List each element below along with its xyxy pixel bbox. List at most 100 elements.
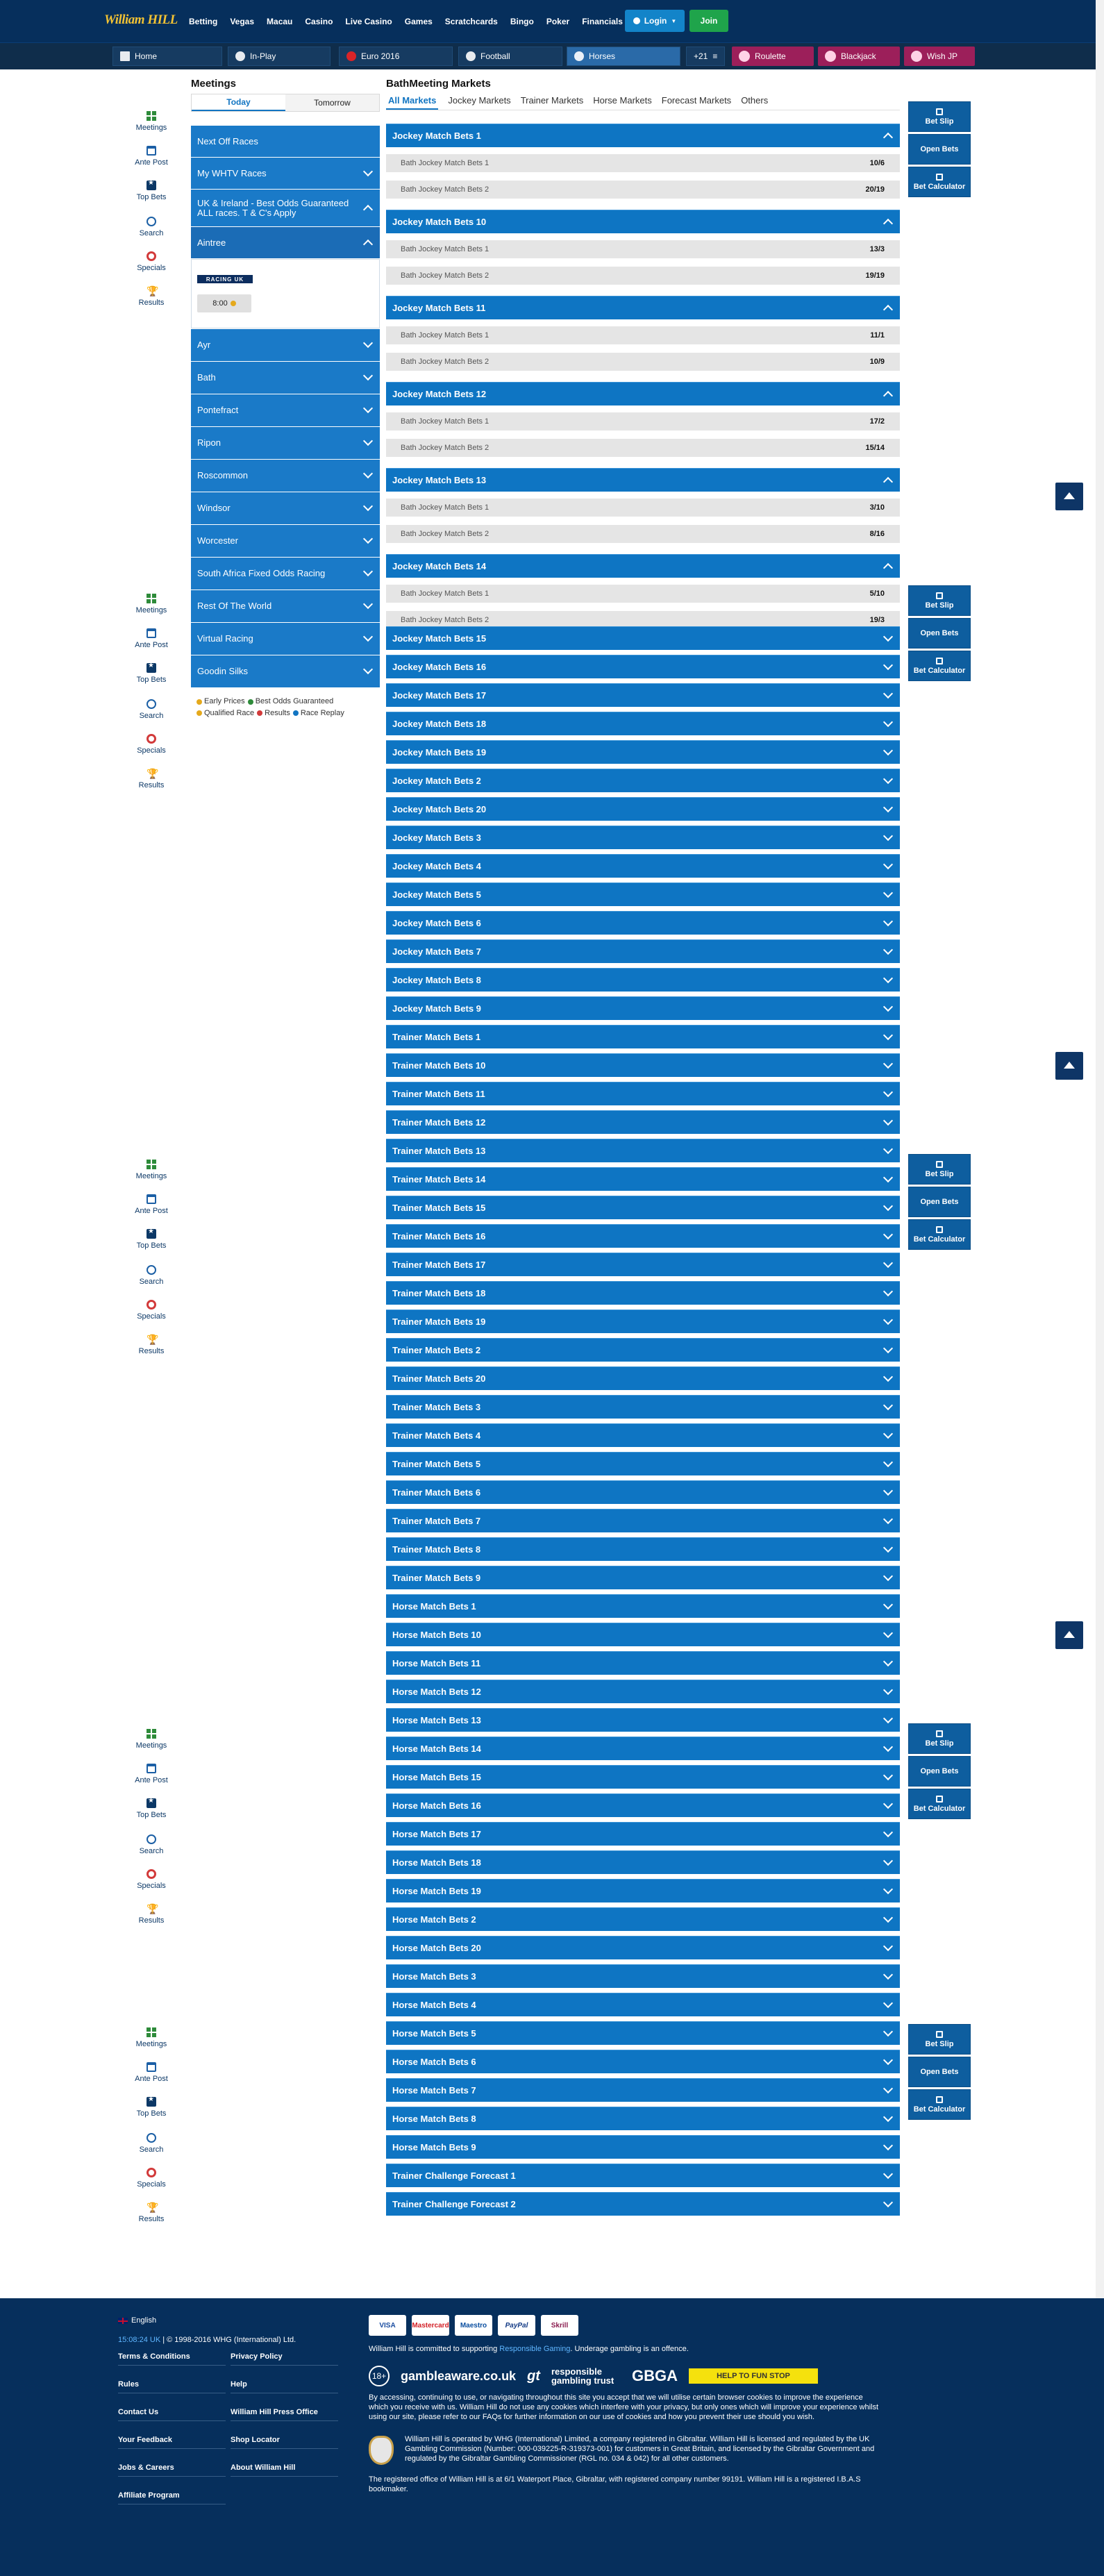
left-nav-top-bets[interactable]: Top Bets — [131, 662, 172, 684]
market-header[interactable]: Horse Match Bets 5 — [386, 2021, 900, 2045]
selection-row[interactable]: Bath Jockey Match Bets 1 3/10 — [386, 497, 900, 517]
page-scrollbar[interactable] — [1096, 0, 1104, 2576]
gambleaware-logo[interactable]: gambleaware.co.uk — [401, 2368, 517, 2383]
selection-row[interactable]: Bath Jockey Match Bets 1 13/3 — [386, 239, 900, 258]
tab-home[interactable]: Home — [112, 47, 222, 66]
left-nav-meetings[interactable]: Meetings — [131, 594, 172, 614]
market-header[interactable]: Horse Match Bets 11 — [386, 1651, 900, 1675]
open-bets-button[interactable]: Open Bets — [908, 1187, 971, 1217]
bet-calculator-button[interactable]: Bet Calculator — [908, 2089, 971, 2120]
market-header[interactable]: Trainer Match Bets 16 — [386, 1224, 900, 1248]
tab-today[interactable]: Today — [192, 94, 285, 111]
left-nav-ante-post[interactable]: Ante Post — [131, 1764, 172, 1784]
market-header[interactable]: Trainer Match Bets 13 — [386, 1139, 900, 1162]
left-nav-search[interactable]: Search — [131, 1265, 172, 1286]
market-header[interactable]: Trainer Match Bets 4 — [386, 1423, 900, 1447]
gbga-logo[interactable]: GBGA — [631, 2367, 678, 2384]
tab-trainer-markets[interactable]: Trainer Markets — [520, 95, 584, 106]
market-header[interactable]: Jockey Match Bets 17 — [386, 683, 900, 707]
market-header[interactable]: Jockey Match Bets 4 — [386, 854, 900, 878]
tab-horses[interactable]: Horses — [567, 47, 680, 66]
market-header[interactable]: Jockey Match Bets 15 — [386, 626, 900, 650]
market-header[interactable]: Horse Match Bets 14 — [386, 1737, 900, 1760]
odds-button[interactable]: 8/16 — [869, 530, 885, 538]
market-header[interactable]: Trainer Match Bets 20 — [386, 1366, 900, 1390]
selection-row[interactable]: Bath Jockey Match Bets 2 15/14 — [386, 437, 900, 457]
footer-link[interactable]: William Hill Press Office — [231, 2408, 338, 2421]
open-bets-button[interactable]: Open Bets — [908, 2057, 971, 2087]
funstop-banner[interactable]: HELP TO FUN STOP — [688, 2368, 818, 2384]
left-nav-top-bets[interactable]: Top Bets — [131, 2096, 172, 2118]
left-nav-specials[interactable]: Specials — [131, 251, 172, 272]
left-nav-results[interactable]: 🏆 Results — [131, 2202, 172, 2223]
market-header[interactable]: Trainer Match Bets 6 — [386, 1480, 900, 1504]
login-button[interactable]: Login ▼ — [625, 10, 685, 32]
market-header[interactable]: Horse Match Bets 6 — [386, 2050, 900, 2073]
selection-row[interactable]: Bath Jockey Match Bets 1 17/2 — [386, 411, 900, 430]
meeting-row-rest-of-the-world[interactable]: Rest Of The World — [191, 590, 380, 623]
nav-bingo[interactable]: Bingo — [510, 17, 534, 26]
meeting-row-uk-ireland-best-odds-guaranteed-all-races-t-c-s-apply[interactable]: UK & Ireland - Best Odds Guaranteed ALL … — [191, 190, 380, 227]
left-nav-specials[interactable]: Specials — [131, 1300, 172, 1321]
more-sports-button[interactable]: +21 ≡ — [686, 47, 725, 66]
nav-live-casino[interactable]: Live Casino — [345, 17, 392, 26]
left-nav-meetings[interactable]: Meetings — [131, 1160, 172, 1180]
left-nav-results[interactable]: 🏆 Results — [131, 1904, 172, 1925]
left-nav-specials[interactable]: Specials — [131, 2168, 172, 2189]
market-header[interactable]: Jockey Match Bets 11 — [386, 296, 900, 319]
selection-row[interactable]: Bath Jockey Match Bets 2 19/19 — [386, 265, 900, 285]
bet-slip-button[interactable]: Bet Slip — [908, 585, 971, 616]
left-nav-meetings[interactable]: Meetings — [131, 1729, 172, 1750]
tab-wish-jp[interactable]: Wish JP — [904, 47, 975, 66]
left-nav-results[interactable]: 🏆 Results — [131, 1335, 172, 1355]
odds-button[interactable]: 15/14 — [865, 444, 885, 452]
nav-games[interactable]: Games — [404, 17, 433, 26]
market-header[interactable]: Horse Match Bets 20 — [386, 1936, 900, 1959]
market-header[interactable]: Horse Match Bets 7 — [386, 2078, 900, 2102]
market-header[interactable]: Trainer Match Bets 12 — [386, 1110, 900, 1134]
left-nav-results[interactable]: 🏆 Results — [131, 769, 172, 789]
market-header[interactable]: Trainer Match Bets 3 — [386, 1395, 900, 1419]
odds-button[interactable]: 17/2 — [869, 417, 885, 426]
footer-link[interactable]: Affiliate Program — [118, 2491, 226, 2504]
market-header[interactable]: Horse Match Bets 15 — [386, 1765, 900, 1789]
bet-calculator-button[interactable]: Bet Calculator — [908, 1789, 971, 1819]
bet-calculator-button[interactable]: Bet Calculator — [908, 1219, 971, 1250]
market-header[interactable]: Jockey Match Bets 7 — [386, 939, 900, 963]
meeting-row-my-whtv-races[interactable]: My WHTV Races — [191, 158, 380, 190]
footer-link[interactable]: Rules — [118, 2380, 226, 2393]
left-nav-meetings[interactable]: Meetings — [131, 111, 172, 132]
bet-calculator-button[interactable]: Bet Calculator — [908, 651, 971, 681]
market-header[interactable]: Trainer Match Bets 10 — [386, 1053, 900, 1077]
bet-slip-button[interactable]: Bet Slip — [908, 101, 971, 132]
market-header[interactable]: Horse Match Bets 10 — [386, 1623, 900, 1646]
tab-others[interactable]: Others — [741, 95, 769, 106]
market-header[interactable]: Horse Match Bets 1 — [386, 1594, 900, 1618]
race-time-button[interactable]: 8:00 — [197, 294, 251, 312]
nav-betting[interactable]: Betting — [189, 17, 218, 26]
market-header[interactable]: Trainer Match Bets 11 — [386, 1082, 900, 1105]
bet-slip-button[interactable]: Bet Slip — [908, 1723, 971, 1754]
market-header[interactable]: Horse Match Bets 18 — [386, 1850, 900, 1874]
tab-horse-markets[interactable]: Horse Markets — [593, 95, 652, 106]
left-nav-search[interactable]: Search — [131, 699, 172, 720]
nav-poker[interactable]: Poker — [546, 17, 570, 26]
meeting-row-ayr[interactable]: Ayr — [191, 329, 380, 362]
footer-link[interactable]: Shop Locator — [231, 2436, 338, 2449]
market-header[interactable]: Horse Match Bets 9 — [386, 2135, 900, 2159]
tab-roulette[interactable]: Roulette — [732, 47, 814, 66]
william-hill-logo[interactable]: William HILL — [104, 12, 178, 27]
market-header[interactable]: Trainer Match Bets 1 — [386, 1025, 900, 1048]
odds-button[interactable]: 13/3 — [869, 245, 885, 253]
market-header[interactable]: Jockey Match Bets 6 — [386, 911, 900, 935]
odds-button[interactable]: 11/1 — [870, 331, 885, 340]
meeting-row-next-off-races[interactable]: Next Off Races — [191, 126, 380, 158]
market-header[interactable]: Trainer Match Bets 7 — [386, 1509, 900, 1532]
selection-row[interactable]: Bath Jockey Match Bets 2 8/16 — [386, 524, 900, 543]
meeting-row-pontefract[interactable]: Pontefract — [191, 394, 380, 427]
market-header[interactable]: Jockey Match Bets 16 — [386, 655, 900, 678]
odds-button[interactable]: 5/10 — [869, 589, 885, 598]
market-header[interactable]: Horse Match Bets 12 — [386, 1680, 900, 1703]
market-header[interactable]: Trainer Match Bets 17 — [386, 1253, 900, 1276]
market-header[interactable]: Horse Match Bets 2 — [386, 1907, 900, 1931]
